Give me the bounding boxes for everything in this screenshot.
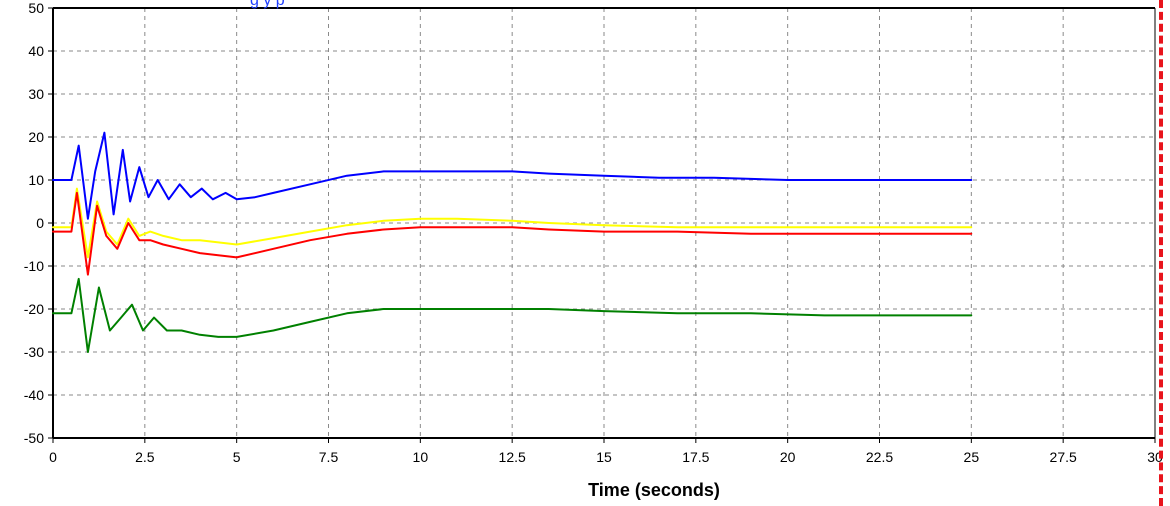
y-tick-label: 40 bbox=[28, 43, 44, 59]
y-tick-label: -20 bbox=[24, 301, 44, 317]
y-tick-label: -40 bbox=[24, 387, 44, 403]
y-tick-label: 20 bbox=[28, 129, 44, 145]
selection-border bbox=[1159, 0, 1168, 506]
x-tick-label: 12.5 bbox=[499, 449, 526, 465]
x-tick-label: 27.5 bbox=[1050, 449, 1077, 465]
x-tick-label: 17.5 bbox=[682, 449, 709, 465]
x-tick-label: 2.5 bbox=[135, 449, 155, 465]
x-tick-label: 20 bbox=[780, 449, 796, 465]
y-tick-label: -50 bbox=[24, 430, 44, 446]
x-tick-label: 7.5 bbox=[319, 449, 339, 465]
series-line-4 bbox=[52, 277, 973, 353]
y-tick-label: 50 bbox=[28, 0, 44, 16]
x-tick-label: 0 bbox=[49, 449, 57, 465]
x-tick-label: 15 bbox=[596, 449, 612, 465]
y-tick-label: 30 bbox=[28, 86, 44, 102]
x-tick-label: 22.5 bbox=[866, 449, 893, 465]
series-line-2 bbox=[52, 187, 973, 259]
series-line-3 bbox=[52, 191, 973, 276]
y-tick-label: 10 bbox=[28, 172, 44, 188]
y-tick-label: 0 bbox=[36, 215, 44, 231]
series-line-1 bbox=[52, 131, 973, 220]
x-tick-label: 5 bbox=[233, 449, 241, 465]
y-tick-label: -10 bbox=[24, 258, 44, 274]
x-tick-label: 10 bbox=[413, 449, 429, 465]
y-tick-label: -30 bbox=[24, 344, 44, 360]
x-tick-label: 25 bbox=[964, 449, 980, 465]
x-axis-title: Time (seconds) bbox=[588, 480, 720, 500]
